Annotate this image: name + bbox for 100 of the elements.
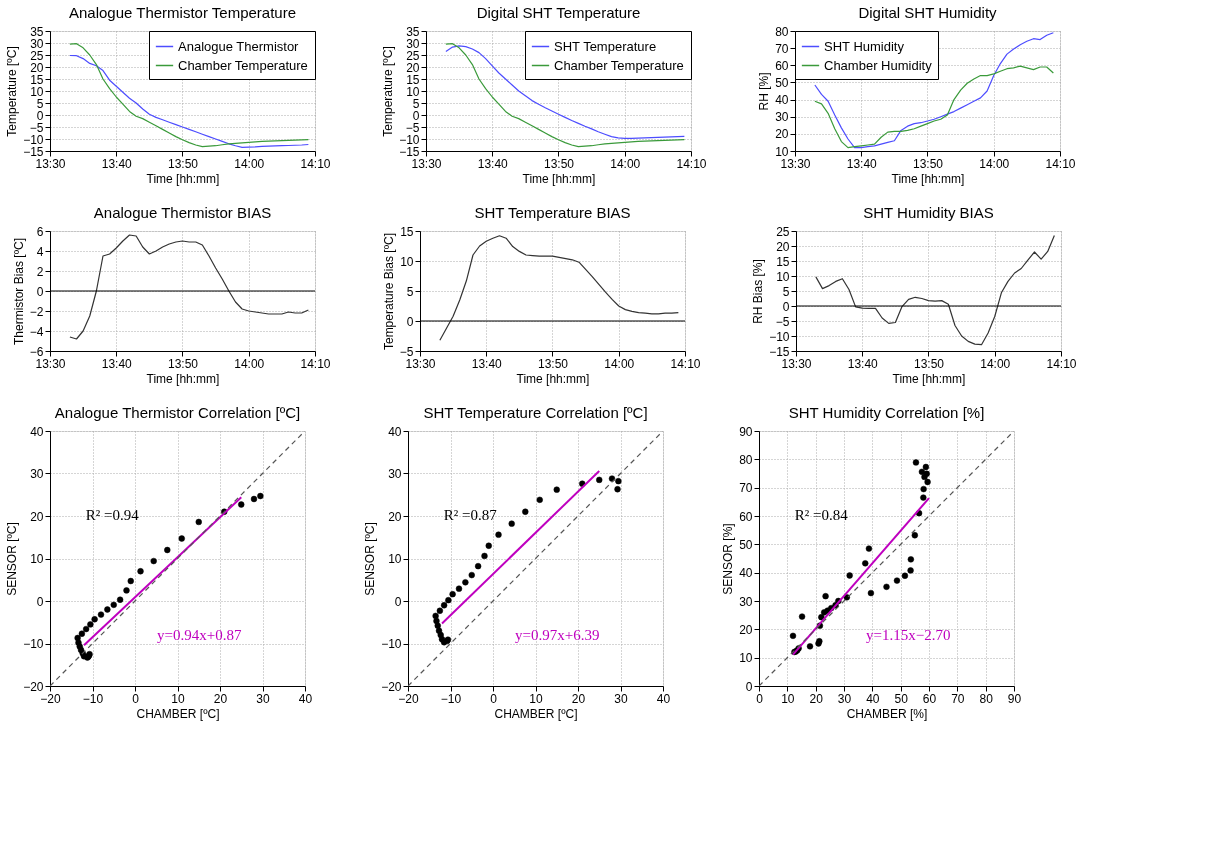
y-tick-label: 20 (739, 622, 753, 637)
y-tick-label: −5 (775, 314, 790, 329)
y-tick-label: 90 (739, 424, 753, 439)
x-tick-label: 13:30 (35, 356, 66, 371)
y-tick-label: 80 (739, 452, 753, 467)
y-tick-label: 0 (782, 299, 790, 314)
x-tick-label: 10 (171, 691, 185, 706)
y-tick-label: 15 (406, 72, 420, 87)
y-tick-label: 10 (775, 144, 789, 159)
annotation: R² =0.94 (85, 507, 140, 524)
y-axis-title: RH Bias [%] (751, 259, 766, 324)
y-tick-label: 20 (406, 60, 420, 75)
x-tick-label: 13:30 (781, 356, 812, 371)
x-tick-label: 50 (894, 691, 909, 706)
y-tick-label: 40 (739, 566, 753, 581)
x-tick-label: 0 (756, 691, 764, 706)
y-tick-label: 25 (406, 48, 420, 63)
x-tick-label: 13:50 (912, 156, 944, 171)
x-tick-label: 14:00 (979, 156, 1010, 171)
y-tick-label: 5 (406, 284, 414, 299)
legend-label: Analogue Thermistor (178, 38, 300, 54)
x-tick-label: 14:10 (300, 356, 331, 371)
y-tick-label: 0 (36, 284, 44, 299)
y-tick-label: 20 (388, 509, 402, 524)
x-tick-label: 40 (656, 691, 671, 706)
y-tick-label: 10 (406, 84, 420, 99)
x-tick-label: 14:00 (980, 356, 1011, 371)
y-tick-label: 70 (739, 481, 753, 496)
y-tick-label: −10 (769, 329, 790, 344)
x-tick-label: 20 (809, 691, 824, 706)
y-tick-label: 30 (775, 110, 789, 125)
legend-label: Chamber Temperature (554, 57, 684, 73)
y-tick-label: −4 (29, 324, 44, 339)
x-axis-title: CHAMBER [%] (846, 706, 928, 721)
x-axis-title: CHAMBER [ºC] (494, 706, 578, 721)
y-tick-label: −10 (23, 132, 44, 147)
x-tick-label: 20 (213, 691, 228, 706)
y-tick-label: 30 (388, 467, 402, 481)
chart-title: SHT Humidity BIAS (863, 204, 994, 221)
y-tick-label: 10 (30, 552, 44, 566)
y-tick-label: 30 (30, 467, 44, 481)
x-tick-label: 20 (571, 691, 586, 706)
x-tick-label: 13:50 (167, 356, 199, 371)
y-tick-label: −10 (399, 132, 420, 147)
chart-title: Analogue Thermistor Correlation [ºC] (54, 404, 301, 421)
x-tick-label: 13:40 (477, 156, 509, 171)
x-tick-label: 13:50 (167, 156, 199, 171)
legend-label: Chamber Humidity (824, 57, 933, 73)
y-tick-label: 10 (30, 84, 44, 99)
x-tick-label: 13:40 (101, 156, 133, 171)
y-tick-label: 15 (776, 254, 790, 269)
y-tick-label: 0 (745, 679, 753, 694)
x-tick-label: 0 (490, 691, 498, 706)
chart-title: Analogue Thermistor Temperature (68, 4, 297, 21)
y-tick-label: 10 (400, 254, 414, 269)
y-tick-label: 10 (388, 552, 402, 566)
x-tick-label: 14:10 (1046, 356, 1077, 371)
y-tick-label: 2 (36, 264, 44, 279)
y-tick-label: 40 (775, 93, 789, 108)
x-tick-label: 14:00 (610, 156, 641, 171)
y-tick-label: 0 (36, 594, 44, 609)
y-tick-label: −15 (769, 344, 790, 359)
y-tick-label: −5 (405, 120, 420, 135)
y-tick-label: 20 (30, 509, 44, 524)
y-tick-label: −5 (399, 344, 414, 359)
legend-label: SHT Temperature (554, 38, 657, 54)
y-axis-title: Temperature Bias [ºC] (381, 232, 396, 351)
x-axis-title: Time [hh:mm] (892, 371, 966, 386)
y-tick-label: −6 (29, 344, 44, 359)
y-tick-label: 10 (739, 651, 753, 666)
x-tick-label: 60 (922, 691, 937, 706)
y-axis-title: SENSOR [%] (721, 523, 736, 595)
x-tick-label: 10 (529, 691, 543, 706)
y-tick-label: 0 (394, 594, 402, 609)
y-tick-label: 30 (30, 36, 44, 51)
x-tick-label: 30 (837, 691, 852, 706)
y-tick-label: 60 (739, 509, 753, 524)
chart-title: SHT Temperature Correlation [ºC] (423, 404, 648, 421)
y-tick-label: 30 (406, 36, 420, 51)
x-tick-label: 40 (866, 691, 880, 706)
y-tick-label: 50 (739, 537, 753, 552)
y-tick-label: 80 (775, 24, 789, 39)
x-tick-label: 14:10 (300, 156, 331, 171)
y-tick-label: 60 (775, 58, 789, 73)
y-tick-label: 35 (30, 24, 44, 39)
y-tick-label: 50 (775, 75, 789, 90)
x-tick-label: 13:30 (405, 356, 436, 371)
y-axis-title: SENSOR [ºC] (5, 522, 20, 596)
y-tick-label: 5 (782, 284, 790, 299)
x-tick-label: 13:40 (846, 156, 878, 171)
y-tick-label: 5 (412, 96, 420, 111)
y-tick-label: 6 (36, 224, 44, 239)
x-tick-label: −10 (440, 691, 462, 706)
x-tick-label: 13:40 (471, 356, 503, 371)
chart-title: SHT Temperature BIAS (474, 204, 631, 221)
y-tick-label: 20 (775, 127, 789, 142)
x-tick-label: 80 (979, 691, 994, 706)
chart-title: Digital SHT Temperature (476, 4, 641, 21)
y-axis-title: Thermistor Bias [ºC] (11, 237, 26, 346)
y-tick-label: 15 (30, 72, 44, 87)
